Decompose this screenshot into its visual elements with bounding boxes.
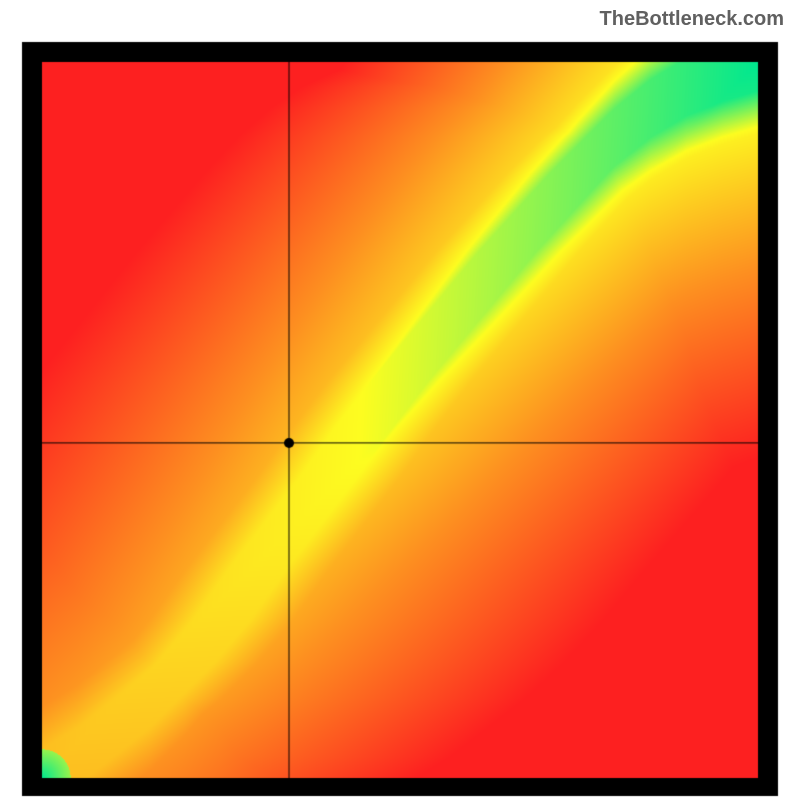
watermark-text: TheBottleneck.com — [600, 8, 784, 31]
heatmap-canvas — [0, 0, 800, 800]
chart-container: TheBottleneck.com — [0, 0, 800, 800]
